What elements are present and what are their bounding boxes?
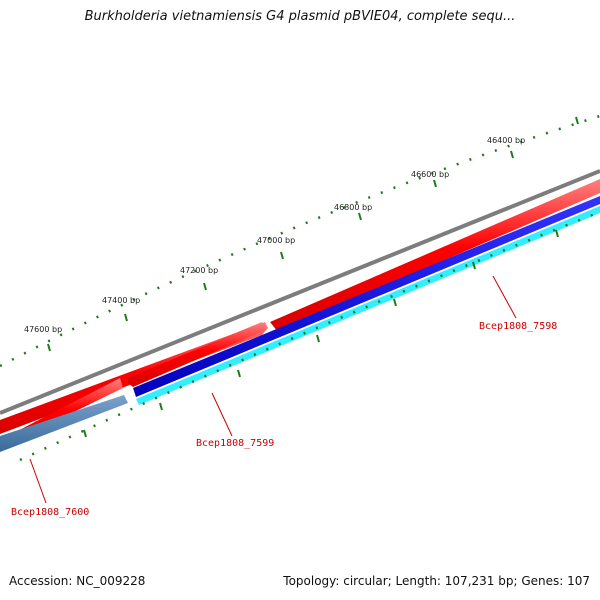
tick-label: 47600 bp (24, 325, 62, 334)
tick-label: 47200 bp (180, 266, 218, 275)
reverse-gene-steel[interactable] (0, 395, 128, 452)
topology-summary: Topology: circular; Length: 107,231 bp; … (283, 574, 590, 588)
inner-major-tick (393, 298, 397, 307)
leader-line-bcep1808-7598 (492, 275, 517, 319)
inner-major-tick (316, 334, 320, 343)
gene-label-bcep1808-7599[interactable]: Bcep1808_7599 (196, 438, 274, 449)
inner-major-tick (555, 229, 559, 238)
inner-tick-dots (19, 210, 600, 462)
gene-arrow-bcep1808-7598[interactable] (270, 179, 600, 332)
major-tick (358, 212, 362, 221)
reverse-gene-cyan[interactable] (136, 206, 600, 405)
inner-major-tick (237, 369, 241, 378)
tick-label: 47000 bp (257, 236, 295, 245)
reverse-gene-blue[interactable] (133, 196, 600, 397)
map-title: Burkholderia vietnamiensis G4 plasmid pB… (84, 9, 516, 24)
major-tick (510, 150, 514, 159)
backbone-ring (0, 169, 600, 415)
inner-major-tick (83, 429, 87, 438)
accession-text: Accession: NC_009228 (9, 574, 146, 588)
major-tick (433, 179, 437, 188)
major-tick (47, 343, 51, 352)
inner-major-tick (159, 402, 163, 411)
gene-arrow-bcep1808-7598-tip[interactable] (128, 322, 265, 387)
gene-label-bcep1808-7600[interactable]: Bcep1808_7600 (11, 507, 89, 518)
major-tick (280, 251, 284, 260)
tick-label: 46600 bp (411, 170, 449, 179)
leader-line-bcep1808-7600 (29, 458, 47, 504)
tick-label: 47400 bp (102, 296, 140, 305)
tick-label: 46800 bp (334, 203, 372, 212)
major-tick (124, 313, 128, 322)
tick-track (0, 114, 600, 368)
inner-major-tick (472, 261, 476, 270)
leader-line-bcep1808-7599 (211, 392, 233, 437)
major-tick (575, 116, 579, 125)
tick-label: 46400 bp (487, 136, 525, 145)
tick-dots (0, 114, 600, 368)
gene-label-bcep1808-7598[interactable]: Bcep1808_7598 (479, 321, 557, 332)
major-tick (203, 282, 207, 291)
